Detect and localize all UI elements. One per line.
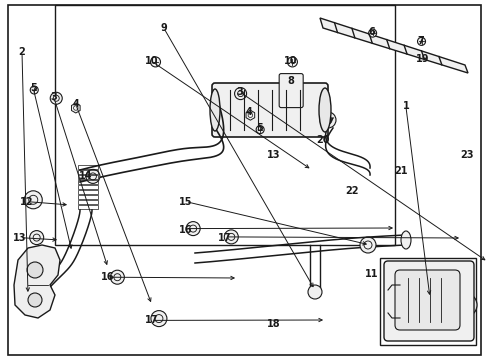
Bar — [78, 195, 98, 199]
Circle shape — [28, 293, 42, 307]
Text: 17: 17 — [144, 315, 158, 325]
Circle shape — [417, 37, 425, 45]
Ellipse shape — [400, 231, 410, 249]
Text: 13: 13 — [13, 233, 26, 243]
Bar — [78, 185, 98, 189]
Bar — [78, 190, 98, 194]
Circle shape — [186, 222, 200, 235]
FancyBboxPatch shape — [383, 261, 473, 341]
Text: 12: 12 — [20, 197, 34, 207]
Polygon shape — [71, 103, 80, 113]
Text: 20: 20 — [315, 135, 329, 145]
Bar — [55, 5, 394, 245]
Bar — [78, 180, 98, 184]
Bar — [78, 170, 98, 174]
Text: 7: 7 — [416, 36, 423, 46]
Circle shape — [27, 262, 43, 278]
Circle shape — [110, 270, 124, 284]
Bar — [78, 200, 98, 204]
Bar — [379, 258, 475, 345]
Text: 18: 18 — [266, 319, 280, 329]
Bar — [78, 175, 98, 179]
Circle shape — [234, 87, 246, 100]
Text: 5: 5 — [30, 83, 37, 93]
Circle shape — [452, 293, 476, 317]
Circle shape — [151, 311, 166, 327]
Bar — [78, 165, 98, 169]
Text: 10: 10 — [144, 56, 158, 66]
Text: 5: 5 — [255, 123, 262, 133]
Circle shape — [224, 230, 238, 244]
Text: 6: 6 — [367, 27, 374, 37]
Circle shape — [30, 231, 43, 244]
Text: 21: 21 — [393, 166, 407, 176]
Text: 10: 10 — [284, 56, 297, 66]
Polygon shape — [245, 110, 254, 120]
Circle shape — [50, 92, 62, 104]
Text: 4: 4 — [245, 107, 252, 117]
Circle shape — [307, 285, 321, 299]
Bar — [78, 205, 98, 209]
Ellipse shape — [209, 89, 220, 131]
Text: 3: 3 — [236, 87, 243, 97]
Text: 4: 4 — [72, 99, 79, 109]
FancyBboxPatch shape — [394, 270, 459, 330]
Text: 23: 23 — [459, 150, 473, 160]
Text: 13: 13 — [266, 150, 280, 160]
Ellipse shape — [318, 88, 330, 132]
FancyBboxPatch shape — [279, 73, 303, 108]
Text: 16: 16 — [179, 225, 192, 235]
Text: 8: 8 — [287, 76, 294, 86]
Text: 11: 11 — [364, 269, 378, 279]
Polygon shape — [319, 18, 467, 73]
Circle shape — [86, 170, 100, 183]
Text: 2: 2 — [19, 47, 25, 57]
FancyBboxPatch shape — [212, 83, 327, 137]
Circle shape — [368, 29, 376, 37]
Polygon shape — [14, 245, 60, 318]
Text: 15: 15 — [179, 197, 192, 207]
Circle shape — [287, 57, 297, 67]
Circle shape — [359, 237, 375, 253]
Text: 17: 17 — [218, 233, 231, 243]
Text: 22: 22 — [345, 186, 358, 196]
Text: 16: 16 — [101, 272, 114, 282]
Text: 14: 14 — [79, 171, 92, 181]
Circle shape — [319, 112, 335, 128]
Circle shape — [256, 126, 264, 134]
Text: 3: 3 — [50, 92, 57, 102]
Circle shape — [150, 57, 160, 67]
Circle shape — [30, 86, 38, 94]
Circle shape — [24, 191, 42, 209]
Text: 1: 1 — [402, 101, 408, 111]
Text: 9: 9 — [160, 23, 167, 33]
Text: 19: 19 — [415, 54, 429, 64]
